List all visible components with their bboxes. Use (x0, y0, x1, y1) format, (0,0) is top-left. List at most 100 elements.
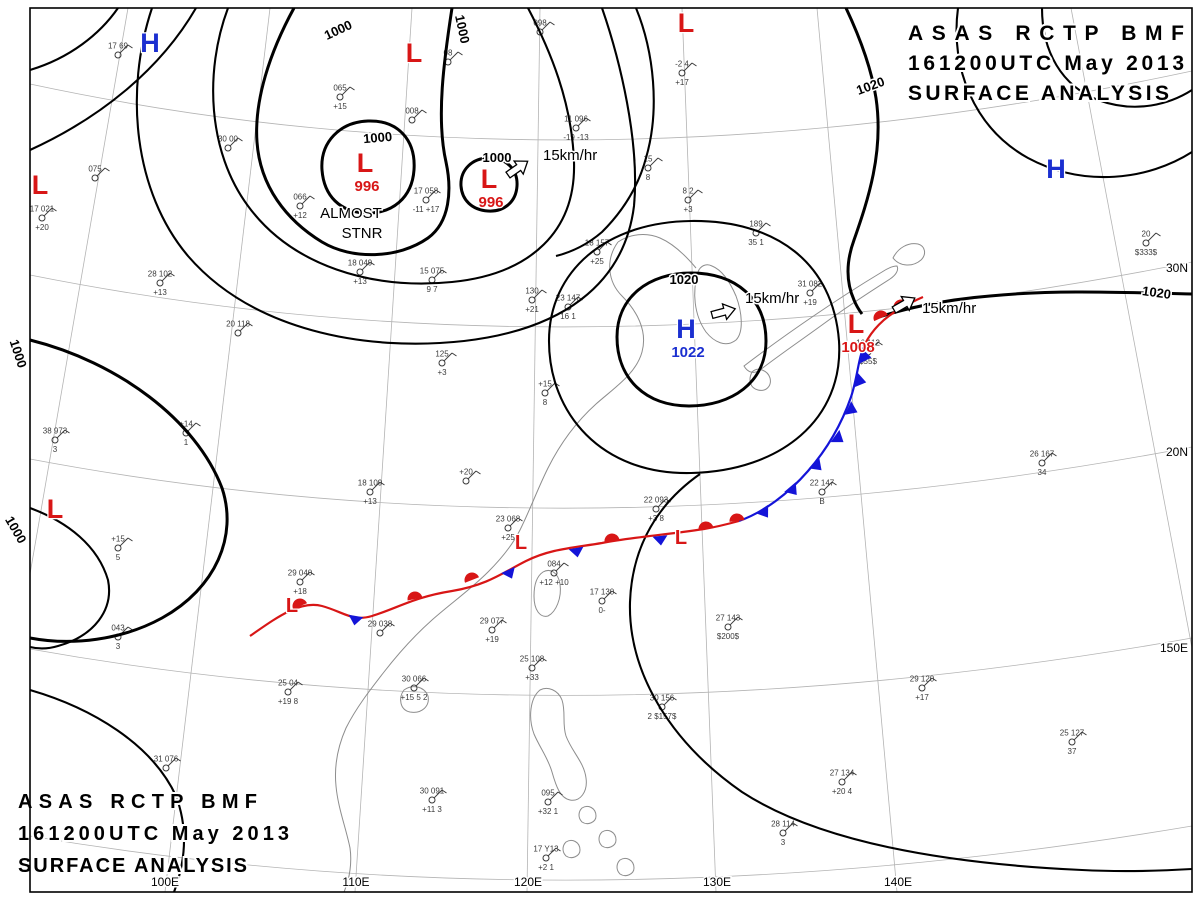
isobar (547, 219, 841, 475)
svg-text:+15: +15 (333, 102, 347, 111)
isobar (29, 688, 186, 893)
svg-text:L: L (357, 148, 374, 178)
grid-label: 20N (1166, 445, 1188, 459)
svg-text:25 108: 25 108 (520, 655, 545, 664)
cold-front-pip (348, 614, 364, 626)
svg-text:15: 15 (644, 155, 653, 164)
station-plot: 31 076 (154, 755, 181, 772)
svg-text:16 112: 16 112 (856, 339, 880, 348)
title-line: SURFACE ANALYSIS (908, 82, 1170, 105)
svg-text:25 04: 25 04 (278, 679, 299, 688)
coastline-japan (743, 265, 899, 373)
station-plot: 125 +3 (435, 350, 457, 377)
svg-text:+17: +17 (675, 78, 689, 87)
coastlines (335, 234, 926, 893)
isobar (1040, 7, 1193, 108)
cold-front-pip (854, 372, 867, 388)
station-plot: 189 35 1 (748, 220, 771, 247)
svg-text:-19 -13: -19 -13 (563, 133, 589, 142)
svg-text:130: 130 (525, 287, 539, 296)
coastline-hokkaido (892, 243, 926, 266)
station-plot: 130 +21 (525, 287, 547, 314)
svg-text:30 156: 30 156 (650, 694, 675, 703)
svg-text:29 120: 29 120 (910, 675, 935, 684)
station-plot: 075 (88, 165, 110, 182)
isobar-label: 1020 (1141, 283, 1172, 302)
grid-label: 30N (1166, 261, 1188, 275)
pressure-center-l: L (405, 37, 424, 70)
svg-text:125: 125 (435, 350, 449, 359)
station-plot: 17 021 +20 (30, 205, 57, 232)
svg-text:L: L (678, 8, 695, 38)
movement-arrow (710, 302, 737, 321)
svg-text:3: 3 (781, 838, 786, 847)
svg-text:17 021: 17 021 (30, 205, 55, 214)
station-plot: 17 Y13 +2 1 (533, 845, 561, 872)
svg-text:30 066: 30 066 (402, 675, 427, 684)
meridian-line (354, 7, 413, 893)
svg-text:34: 34 (1038, 468, 1047, 477)
svg-text:18 157: 18 157 (585, 239, 610, 248)
isobar (29, 7, 119, 72)
svg-text:28 102: 28 102 (148, 270, 173, 279)
svg-text:29 038: 29 038 (368, 620, 393, 629)
cold-front-pip (808, 457, 822, 471)
isobar-label: 1000 (7, 338, 30, 370)
grid-label: 100E (151, 875, 179, 889)
svg-text:+13: +13 (353, 277, 367, 286)
meridian-line (29, 7, 129, 575)
svg-text:084: 084 (547, 560, 561, 569)
station-plot: 8 2 +3 (682, 187, 703, 214)
isobar-label: 1000 (322, 17, 355, 43)
grid-label: 120E (514, 875, 542, 889)
isobars (29, 7, 1193, 893)
pressure-value: 1022 (671, 344, 704, 361)
movement-arrow (891, 295, 916, 314)
coastline-visayas (562, 805, 635, 877)
svg-text:+21: +21 (525, 305, 539, 314)
isobar (135, 7, 637, 345)
svg-text:+15: +15 (538, 380, 552, 389)
cold-front-pip (501, 566, 515, 579)
station-plot: 38 973 3 (43, 427, 70, 454)
pressure-center-l: L (285, 594, 300, 619)
svg-text:L: L (515, 532, 527, 554)
svg-text:11 096: 11 096 (564, 115, 588, 124)
pressure-center-l: L (46, 493, 65, 526)
cold-front-line (738, 343, 866, 523)
svg-text:+3: +3 (437, 368, 447, 377)
warm-front-line (864, 295, 924, 345)
cold-front-pip (784, 482, 797, 496)
svg-text:B: B (819, 497, 824, 506)
coastline-korea (694, 264, 742, 345)
svg-text:+18: +18 (293, 587, 307, 596)
svg-text:23 147: 23 147 (556, 294, 581, 303)
isobar (320, 119, 416, 215)
svg-text:+12 +10: +12 +10 (539, 578, 569, 587)
isobar (29, 7, 197, 151)
svg-text:$200$: $200$ (717, 632, 740, 641)
meridian-line (1070, 7, 1193, 649)
svg-text:+33: +33 (525, 673, 539, 682)
front-speed-labels: 15km/hr 15km/hr 15km/hr (542, 146, 978, 319)
station-plot: 15 075 9 7 (420, 267, 447, 294)
station-plot: 17 130 0- (590, 588, 617, 615)
cold-front-pip (652, 535, 668, 546)
station-plot: 18 049 +13 (348, 259, 375, 286)
svg-text:L: L (406, 38, 423, 68)
station-plot: 27 143 $200$ (716, 614, 743, 641)
svg-text:18 109: 18 109 (358, 479, 383, 488)
grid-labels: 100E 110E 120E 130E 140E 30N 20N 150E (149, 260, 1189, 891)
station-plot: 29 120 +17 (910, 675, 937, 702)
station-plot: +15 5 (111, 535, 133, 562)
svg-text:26 167: 26 167 (1030, 450, 1055, 459)
svg-text:17 Y13: 17 Y13 (533, 845, 559, 854)
svg-text:-11 +17: -11 +17 (413, 205, 440, 214)
svg-text:008: 008 (405, 107, 419, 116)
svg-text:22 093: 22 093 (644, 496, 669, 505)
svg-text:189: 189 (749, 220, 763, 229)
svg-text:+20: +20 (459, 468, 473, 477)
